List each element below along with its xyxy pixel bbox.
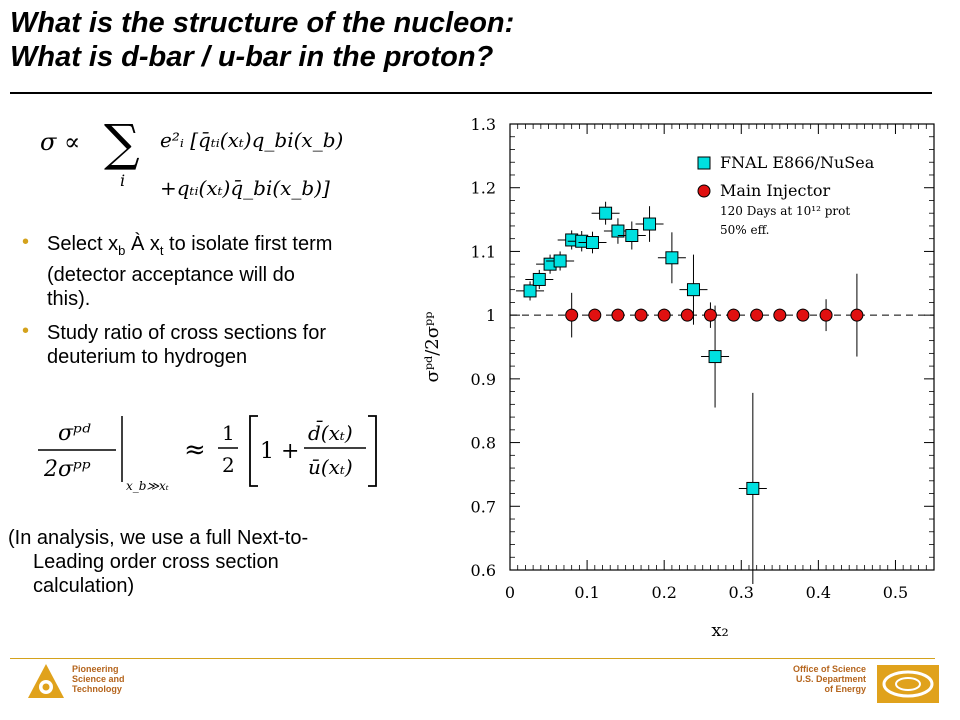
e866-point [746,481,760,495]
y-tick-label: 1.3 [471,115,496,134]
e866-point [523,284,537,298]
legend-label-main-injector: Main Injector [720,181,831,200]
e866-point [611,224,625,238]
plot-frame [509,123,935,571]
e866-point [532,272,546,286]
argonne-logo-icon [28,664,64,698]
x-tick-label: 0.4 [806,583,831,602]
e866-point [553,254,567,268]
approx-symbol: ≈ [184,435,206,465]
footer-divider [10,658,935,659]
legend-note-days: 120 Days at 10¹² prot [720,204,850,218]
half-numerator: 1 [222,421,235,445]
y-tick-label: 1 [486,306,496,325]
title-divider [10,92,932,94]
bullet-dot-icon: • [22,232,30,253]
x-tick-label: 0.1 [574,583,599,602]
e866-point [575,234,589,248]
ratio-formula: σᵖᵈ 2σᵖᵖ x_b≫xₜ ≈ 1 2 1 + d̄(xₜ) ū(xₜ) [38,415,377,493]
y-tick-label: 0.8 [471,434,496,453]
x-tick-label: 0.2 [651,583,676,602]
formula-term-1: e²ᵢ [q̄ₜᵢ(xₜ)q_bi(x_b) [160,128,343,152]
legend-label-e866: FNAL E866/NuSea [720,153,875,172]
main-injector-point [680,308,694,322]
slide-title: What is the structure of the nucleon: Wh… [10,6,950,74]
e866-point [585,236,599,250]
e866-point [665,251,679,265]
bullet-dot-icon: • [22,320,30,342]
analysis-note: (In analysis, we use a full Next-to- Lea… [8,527,309,597]
title-line-2: What is d-bar / u-bar in the proton? [10,41,494,73]
legend-square-icon [697,156,711,170]
formula-sum-symbol: ∑ [104,114,140,172]
x-tick-label: 0.5 [883,583,908,602]
x-tick-label: 0.3 [729,583,754,602]
dbar-numerator: d̄(xₜ) [308,420,353,445]
y-tick-label: 0.9 [471,370,496,389]
formula-sigma-prop: σ ∝ [40,128,80,156]
formula-term-2: +qₜᵢ(xₜ)q̄_bi(x_b)] [160,176,330,200]
cross-section-formula: σ ∝ ∑ i e²ᵢ [q̄ₜᵢ(xₜ)q_bi(x_b) +qₜᵢ(xₜ)q… [40,114,343,200]
y-tick-label: 1.2 [471,179,496,198]
main-injector-point [773,308,787,322]
footer-doe-text: Office of Science U.S. Department of Ene… [792,664,866,694]
ratio-denominator: 2σᵖᵖ [43,457,91,482]
legend-note-eff: 50% eff. [720,223,770,237]
y-tick-label: 1.1 [471,242,496,261]
main-injector-point [750,308,764,322]
bullet-item: • Select xb À xt to isolate first term (… [22,232,333,310]
x-tick-label: 0 [505,583,515,602]
legend-circle-icon [697,184,711,198]
main-injector-point [634,308,648,322]
main-injector-point [703,308,717,322]
main-injector-point [611,308,625,322]
ratio-numerator: σᵖᵈ [58,421,91,446]
main-injector-point [819,308,833,322]
footer-tagline: Pioneering Science and Technology [72,664,125,694]
e866-point [625,229,639,242]
y-tick-label: 0.6 [471,561,496,580]
half-denominator: 2 [222,453,235,477]
bullet-list: • Select xb À xt to isolate first term (… [22,232,420,402]
y-axis-label: σᵖᵈ/2σᵖᵖ [422,312,443,383]
title-line-1: What is the structure of the nucleon: [10,7,515,39]
formula-sum-index: i [120,171,125,190]
main-injector-point [588,308,602,322]
bullet-item: • Study ratio of cross sections for deut… [22,320,327,368]
ubar-denominator: ū(xₜ) [308,455,353,479]
e866-point [643,217,657,231]
e866-point [708,350,722,364]
e866-point [686,283,700,297]
main-injector-point [850,308,864,322]
bracket-one: 1 + [260,439,299,464]
main-injector-point [796,308,810,322]
main-injector-point [727,308,741,322]
y-tick-label: 0.7 [471,497,496,516]
legend: FNAL E866/NuSea Main Injector 120 Days a… [697,153,875,237]
ratio-chart: 0.60.70.80.911.11.21.3 0 0.1 0.2 0.3 0.4 0.5 … [422,115,935,641]
ratio-condition: x_b≫xₜ [126,479,169,493]
main-injector-point [565,308,579,322]
main-injector-point [657,308,671,322]
doe-logo-icon [877,665,939,703]
e866-point [599,206,613,220]
x-axis-label: x₂ [711,620,728,641]
